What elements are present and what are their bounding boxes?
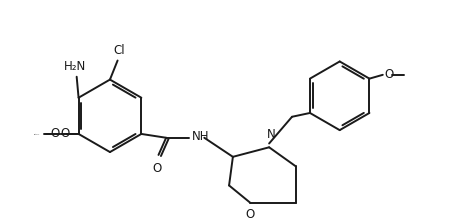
Text: O: O (50, 127, 60, 140)
Text: O: O (385, 68, 394, 81)
Text: Cl: Cl (113, 44, 125, 57)
Text: O: O (152, 162, 161, 174)
Text: H₂N: H₂N (64, 60, 86, 73)
Text: N: N (266, 128, 275, 141)
Text: O: O (60, 127, 70, 140)
Text: methoxy: methoxy (34, 133, 40, 135)
Text: O: O (246, 208, 255, 221)
Text: NH: NH (192, 130, 209, 143)
